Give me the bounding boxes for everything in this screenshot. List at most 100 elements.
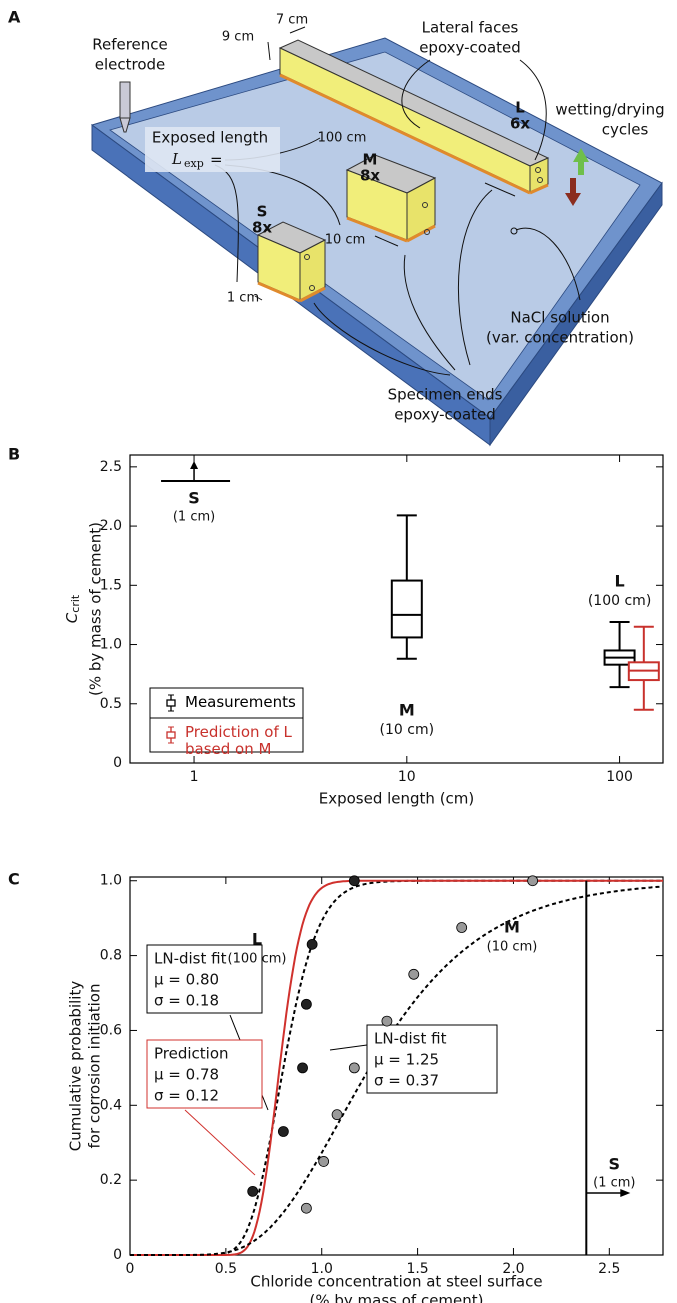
y-tick-label: 0.2 xyxy=(100,1172,122,1188)
label-background xyxy=(145,127,280,172)
y-axis-label: (% by mass of cement) xyxy=(87,522,105,696)
fit-text: σ = 0.12 xyxy=(154,1087,219,1105)
data-point xyxy=(381,1015,393,1027)
diagram-label: electrode xyxy=(95,56,166,74)
diagram-label: NaCl solution xyxy=(510,309,609,327)
y-tick-label: 0 xyxy=(113,1247,122,1263)
diagram-label: (var. concentration) xyxy=(486,329,634,347)
diagram-label: M xyxy=(363,151,378,169)
leader-line xyxy=(184,1109,256,1176)
x-tick-label: 1.0 xyxy=(311,1261,333,1277)
y-tick-label: 1.0 xyxy=(100,637,122,653)
x-axis-label: (% by mass of cement) xyxy=(309,1292,483,1303)
data-point xyxy=(348,1062,360,1074)
fit-text: Prediction xyxy=(154,1045,229,1063)
bound-label: S xyxy=(188,489,200,508)
legend xyxy=(149,687,304,753)
fit-text: LN-dist fit xyxy=(374,1030,447,1048)
data-point xyxy=(456,922,468,933)
panel-label: C xyxy=(8,870,20,889)
legend-label: Prediction of L based on M xyxy=(185,723,292,758)
arrow-head xyxy=(620,1189,631,1197)
data-point xyxy=(527,875,539,887)
box-label: M xyxy=(399,700,415,719)
y-axis-label: Cumulative probability xyxy=(67,981,85,1152)
fit-box xyxy=(146,944,263,1014)
panel-label: A xyxy=(8,8,21,27)
y-axis-label-main: C xyxy=(63,612,81,623)
diagram-label: Specimen ends xyxy=(388,386,503,404)
diagram-label: epoxy-coated xyxy=(394,406,496,424)
plot-frame xyxy=(129,454,664,764)
diagram-label: 9 cm xyxy=(222,30,254,45)
y-tick-label: 0.8 xyxy=(100,948,122,964)
wetting-arrow xyxy=(573,148,589,175)
diagram-label: Exposed length xyxy=(152,129,268,147)
box-sublabel: (10 cm) xyxy=(380,722,435,738)
series-label: M xyxy=(504,918,520,937)
fit-text: σ = 0.18 xyxy=(154,992,219,1010)
bound-label: S xyxy=(609,1155,621,1174)
diagram-label: Lateral faces xyxy=(422,19,519,37)
box xyxy=(390,579,423,639)
series-label: L xyxy=(252,930,262,949)
x-tick-label: 2.5 xyxy=(598,1261,620,1277)
y-tick-label: 0 xyxy=(113,755,122,771)
specimen-s xyxy=(256,221,327,303)
x-tick-label: 2.0 xyxy=(502,1261,524,1277)
data-point xyxy=(300,1202,312,1214)
x-tick-label: 0.5 xyxy=(215,1261,237,1277)
y-axis-label: for corrosion initiation xyxy=(86,984,104,1149)
diagram-label: 100 cm xyxy=(318,131,367,146)
diagram-label: 1 cm xyxy=(227,291,259,306)
diagram-label: 10 cm xyxy=(325,233,366,248)
fit-text: μ = 0.78 xyxy=(154,1066,219,1084)
diagram-label: cycles xyxy=(602,121,649,139)
data-point xyxy=(348,875,360,887)
diagram-label: S xyxy=(257,203,268,221)
x-tick-label: 1 xyxy=(190,769,199,785)
diagram-label: wetting/drying xyxy=(555,101,664,119)
fit-text: μ = 0.80 xyxy=(154,971,219,989)
diagram-label: L xyxy=(171,150,182,168)
drying-arrow xyxy=(565,178,581,206)
bound-sublabel: (1 cm) xyxy=(593,1176,635,1191)
data-point xyxy=(247,1185,259,1197)
diagram-label: 8x xyxy=(360,167,380,185)
x-tick-label: 100 xyxy=(606,769,633,785)
diagram-label: = xyxy=(210,151,223,169)
y-tick-label: 0.6 xyxy=(100,1022,122,1038)
diagram-label: Reference xyxy=(92,36,168,54)
data-point xyxy=(277,1126,289,1137)
fit-text: σ = 0.37 xyxy=(374,1072,439,1090)
data-point xyxy=(318,1156,330,1167)
y-tick-label: 1.0 xyxy=(100,873,122,889)
y-axis-label-sub: crit xyxy=(69,594,82,613)
x-axis-label: Exposed length (cm) xyxy=(319,790,475,808)
plot-frame xyxy=(129,876,664,1256)
y-tick-label: 1.5 xyxy=(100,577,122,593)
leader-line xyxy=(329,1044,368,1051)
box-sublabel: (100 cm) xyxy=(588,593,651,609)
series-sublabel: (10 cm) xyxy=(487,940,538,955)
series-sublabel: (100 cm) xyxy=(228,952,287,967)
x-axis-label: Chloride concentration at steel surface xyxy=(250,1273,542,1291)
bound-sublabel: (1 cm) xyxy=(173,510,215,525)
legend-label: Measurements xyxy=(185,693,296,711)
arrow-head xyxy=(190,461,199,470)
y-tick-label: 2.0 xyxy=(100,518,122,534)
fit-curve xyxy=(130,879,663,1256)
fit-box xyxy=(366,1024,498,1094)
y-axis-label: Ccrit xyxy=(63,594,83,623)
x-tick-label: 0 xyxy=(126,1261,135,1277)
diagram-label: exp xyxy=(184,157,204,170)
specimen-l xyxy=(278,39,550,195)
panel-label: B xyxy=(8,445,20,464)
data-point xyxy=(331,1109,343,1121)
x-tick-label: 1.5 xyxy=(406,1261,428,1277)
diagram-label: epoxy-coated xyxy=(419,39,521,57)
y-tick-label: 2.5 xyxy=(100,459,122,475)
diagram-label: 6x xyxy=(510,115,530,133)
